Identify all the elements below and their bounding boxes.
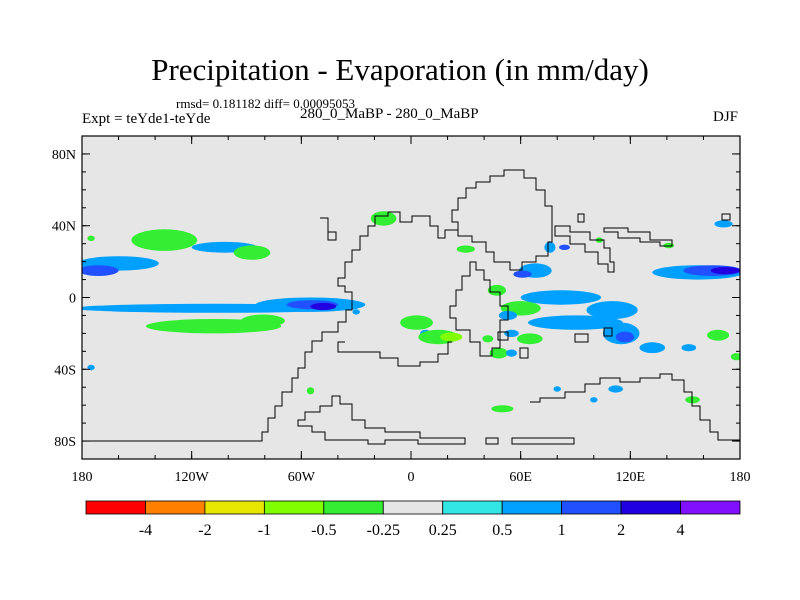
x-tick-label: 60W: [288, 470, 316, 485]
contour-patch-4: [233, 245, 271, 260]
x-tick-label: 180: [730, 470, 751, 485]
contour-patch-15: [513, 270, 532, 278]
contour-patch-44: [681, 344, 697, 352]
contour-patch-25: [639, 342, 666, 354]
contour-patch-38: [714, 220, 733, 228]
y-tick-label: 40S: [54, 363, 76, 378]
colorbar-box-10: [680, 500, 741, 515]
contour-patch-5: [87, 235, 95, 241]
contour-patch-26: [517, 333, 543, 345]
contour-patch-24: [615, 331, 635, 343]
colorbar-label: -0.25: [367, 522, 400, 539]
colorbar-label: -2: [198, 522, 211, 539]
coastline-8: [603, 227, 673, 247]
contour-patch-29: [504, 329, 519, 337]
contour-patch-27: [489, 347, 508, 359]
colorbar: -4 -2 -1 -0.5 -0.25 0.25 0.5 1 2 4: [85, 500, 741, 539]
contour-patches: [82, 211, 740, 413]
contour-patch-2: [131, 229, 198, 251]
colorbar-box-7: [501, 500, 563, 515]
chart-title: Precipitation - Evaporation (in mm/day): [151, 52, 649, 87]
x-tick-label: 0: [408, 470, 415, 485]
x-tick-label: 120E: [616, 470, 646, 485]
y-tick-label: 80N: [52, 148, 76, 163]
season-label: DJF: [712, 109, 738, 125]
stats-label: rmsd= 0.181182 diff= 0.00095053: [176, 96, 355, 111]
x-tick-label: 180: [72, 470, 93, 485]
coastline-0: [82, 169, 553, 442]
coastline-12: [485, 437, 499, 445]
map-background: [82, 136, 740, 459]
coastlines: [82, 169, 740, 445]
coastline-1: [449, 261, 509, 357]
coastline-5: [574, 333, 589, 343]
contour-patch-48: [491, 405, 514, 413]
contour-patch-52: [352, 309, 360, 315]
contour-patch-1: [82, 265, 119, 276]
colorbar-box-6: [442, 500, 503, 515]
contour-patch-12: [370, 211, 397, 226]
contour-patch-41: [559, 244, 570, 250]
x-tick-label: 60E: [509, 470, 532, 485]
contour-patch-22: [528, 315, 623, 330]
contour-patch-16: [544, 241, 556, 253]
x-tick-label: 120W: [175, 470, 210, 485]
coastline-15: [519, 347, 529, 359]
period-label: 280_0_MaBP - 280_0_MaBP: [300, 106, 479, 122]
y-tick-label: 80S: [54, 435, 76, 450]
y-tick-label: 40N: [52, 220, 76, 235]
colorbar-box-0: [85, 500, 146, 515]
contour-patch-46: [608, 385, 623, 393]
contour-patch-31: [400, 315, 433, 330]
coastline-7: [554, 225, 615, 273]
contour-patch-30: [482, 335, 494, 343]
colorbar-label: -0.5: [311, 522, 336, 539]
coastline-2: [337, 341, 452, 367]
contour-patch-9: [310, 302, 337, 311]
contour-patch-11: [241, 314, 285, 328]
colorbar-label: -4: [139, 522, 152, 539]
contour-patch-43: [730, 353, 740, 361]
contour-patch-49: [553, 386, 561, 392]
colorbar-box-4: [323, 500, 384, 515]
coastline-13: [511, 437, 575, 445]
contour-patch-34: [440, 332, 463, 342]
y-tick-label: 0: [69, 292, 76, 307]
coastline-6: [603, 327, 613, 337]
contour-patch-47: [590, 397, 598, 403]
coastline-9: [721, 213, 731, 221]
colorbar-label: 0.25: [429, 522, 457, 539]
contour-patch-37: [710, 267, 740, 275]
colorbar-box-1: [145, 500, 206, 515]
coastline-14: [497, 331, 509, 341]
contour-patch-20: [520, 290, 602, 305]
coastline-10: [577, 213, 585, 223]
colorbar-label: 0.5: [492, 522, 512, 539]
colorbar-box-9: [620, 500, 681, 515]
colorbar-box-5: [382, 500, 444, 515]
colorbar-label: 1: [558, 522, 566, 539]
colorbar-box-2: [204, 500, 265, 515]
experiment-label: Expt = teYde1-teYde: [82, 111, 211, 127]
coastline-3: [297, 395, 466, 445]
contour-patch-50: [306, 387, 315, 395]
contour-patch-28: [506, 349, 517, 357]
colorbar-label: 2: [617, 522, 625, 539]
colorbar-box-3: [263, 500, 325, 515]
contour-patch-42: [707, 329, 730, 341]
coastline-4: [530, 373, 740, 441]
coastline-11: [320, 217, 337, 241]
contour-patch-13: [456, 245, 475, 253]
colorbar-label: 4: [677, 522, 685, 539]
contour-patch-21: [586, 301, 638, 320]
colorbar-label: -1: [258, 522, 271, 539]
axis-ticks: 180 120W 60W 0 60E 120E 180 80N 40N 0 40S 80S: [52, 135, 751, 485]
contour-patch-17: [487, 284, 506, 296]
colorbar-box-8: [561, 500, 622, 515]
